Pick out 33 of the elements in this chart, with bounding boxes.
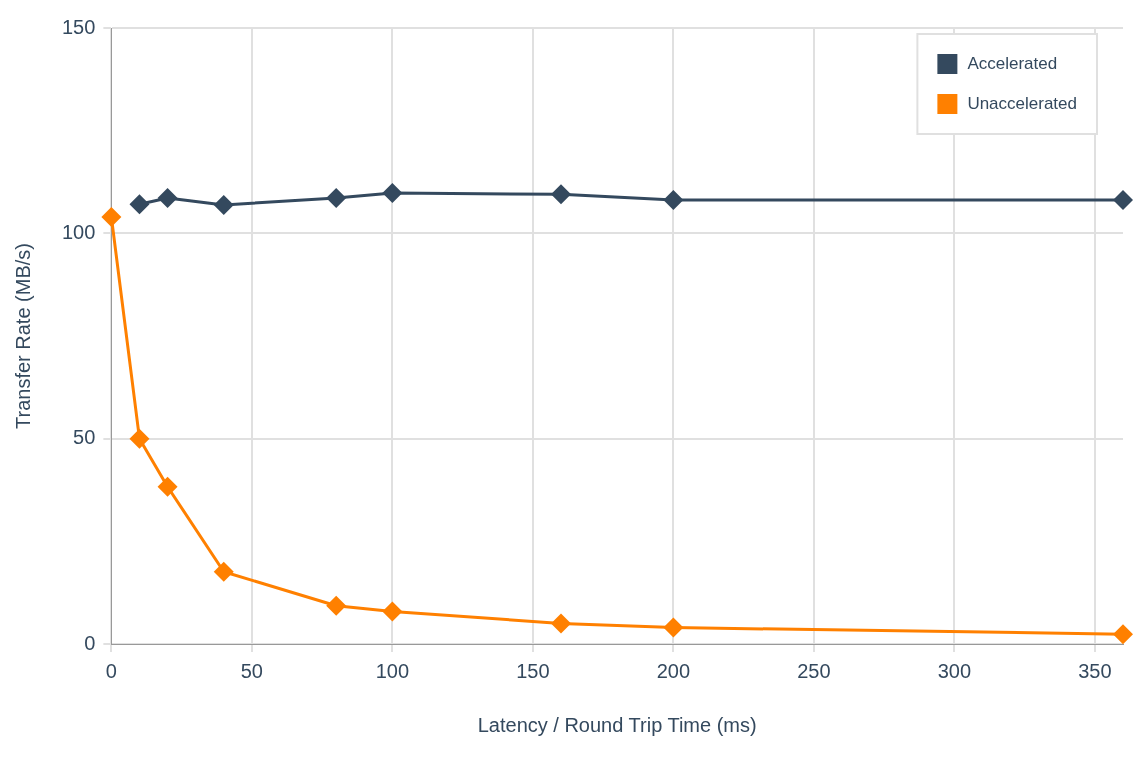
y-tick-label: 100 <box>61 220 96 243</box>
point <box>129 194 150 215</box>
point <box>157 476 178 497</box>
x-tick-label: 150 <box>516 659 550 682</box>
y-tick-label: 50 <box>73 426 96 449</box>
point <box>550 184 571 205</box>
legend-label: Accelerated <box>967 53 1058 73</box>
point <box>663 617 684 638</box>
x-tick-label: 200 <box>656 659 691 682</box>
point <box>326 188 347 209</box>
x-tick-label: 350 <box>1078 659 1112 682</box>
point <box>157 188 178 209</box>
x-tick-label: 300 <box>937 659 972 682</box>
x-tick-label: 250 <box>797 659 831 682</box>
point <box>663 190 684 211</box>
x-tick-label: 0 <box>105 659 117 682</box>
point <box>382 601 403 622</box>
legend-label: Unaccelerated <box>967 93 1077 113</box>
y-tick-label: 0 <box>84 631 96 654</box>
x-tick-label: 100 <box>375 659 410 682</box>
point <box>129 428 150 449</box>
point <box>213 561 234 582</box>
point <box>382 183 403 204</box>
y-tick-label: 150 <box>61 15 96 38</box>
point <box>1113 624 1133 645</box>
point <box>550 613 571 634</box>
point <box>1113 190 1133 211</box>
y-axis-title: Transfer Rate (MB/s) <box>11 243 34 429</box>
point <box>326 595 347 616</box>
x-tick-label: 50 <box>240 659 263 682</box>
point <box>213 195 234 215</box>
point <box>101 206 122 227</box>
x-axis-title: Latency / Round Trip Time (ms) <box>477 713 757 736</box>
